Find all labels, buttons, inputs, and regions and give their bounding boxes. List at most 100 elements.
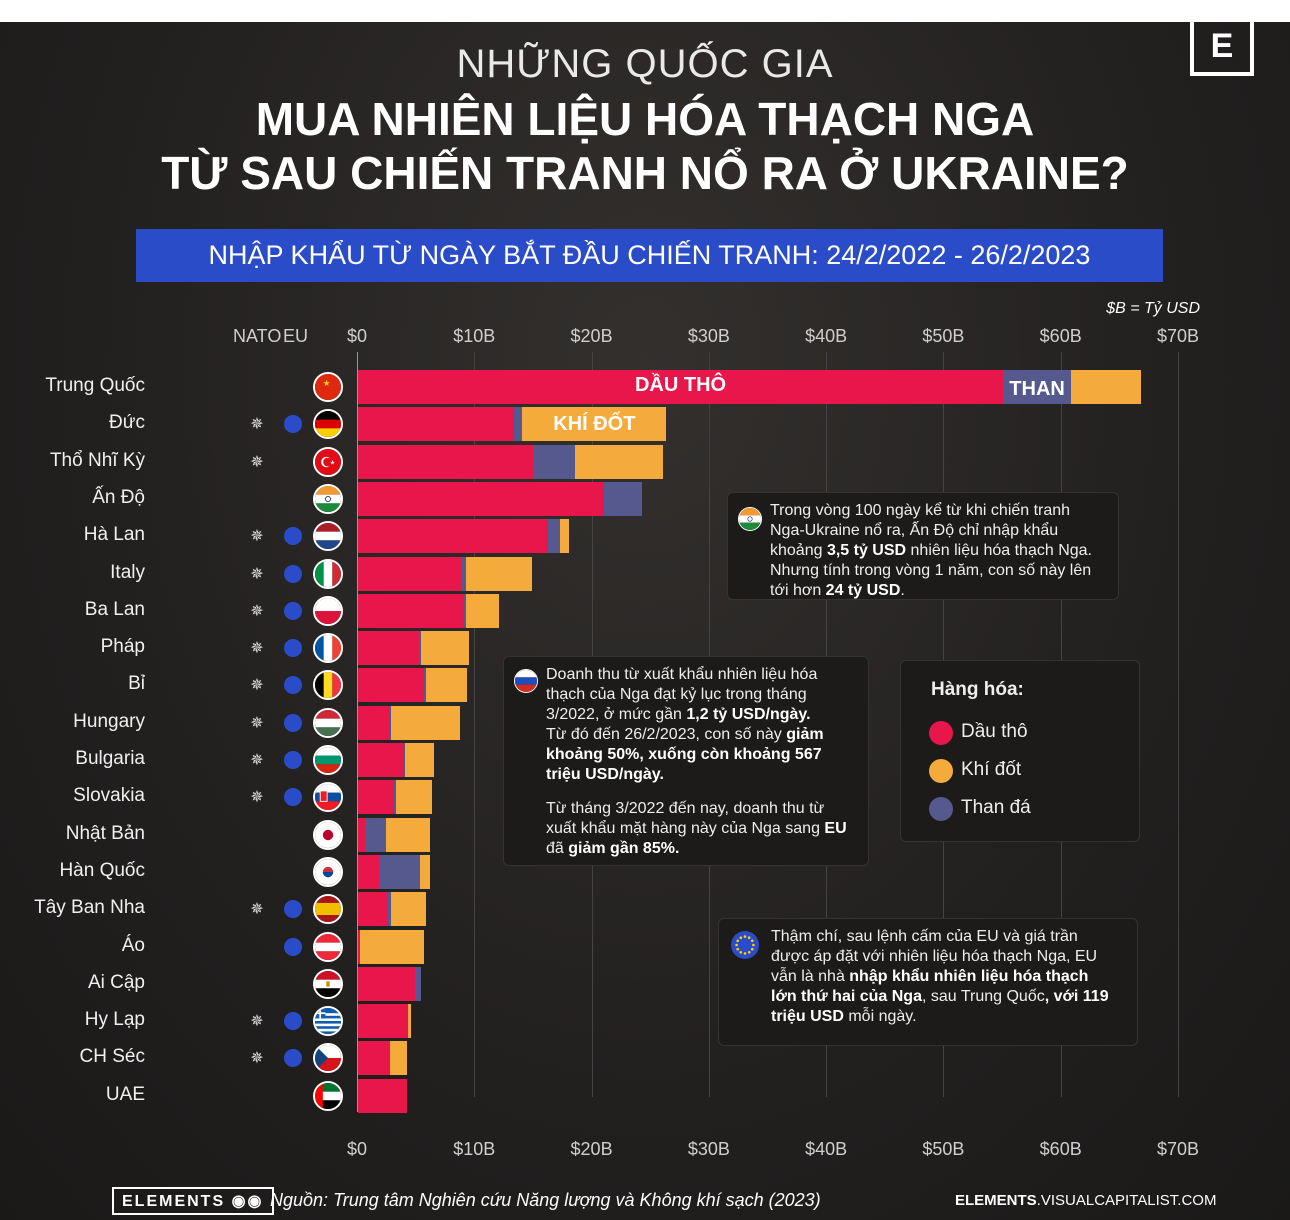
oil-bar (358, 519, 548, 554)
oil-bar (358, 593, 464, 628)
x-tick-label: $10B (453, 1139, 496, 1159)
country-label: Bỉ (128, 673, 145, 695)
note-text: triệu USD/ngày. (546, 766, 664, 783)
x-tick-label: $60B (1039, 326, 1082, 346)
fr-flag-icon (313, 633, 343, 664)
oil-bar (358, 407, 514, 442)
country-label: Tây Ban Nha (34, 897, 145, 919)
oil-inline-label: DẦU THÔ (634, 374, 727, 396)
oil-bar (358, 444, 533, 479)
eu-column-header: EU (283, 326, 309, 346)
oil-bar (358, 631, 419, 666)
be-flag-icon (313, 670, 343, 701)
jp-flag-icon (313, 819, 343, 850)
oil-bar (358, 705, 390, 740)
x-tick-label: $30B (687, 326, 730, 346)
eu-icon (284, 601, 302, 620)
country-label: Áo (121, 934, 145, 956)
oil-bar (358, 854, 380, 889)
x-tick-label: $20B (570, 1139, 613, 1159)
x-tick-label: $30B (687, 1139, 730, 1159)
gridline (474, 352, 476, 1097)
note-text: khoảng 50%, xuống còn khoảng 567 (546, 746, 822, 763)
country-label: Pháp (100, 636, 145, 658)
x-tick-label: $70B (1156, 326, 1200, 346)
es-flag-icon (313, 894, 343, 925)
gas-bar (408, 1004, 411, 1039)
country-label: Hàn Quốc (59, 859, 145, 881)
sk-flag-icon (313, 782, 343, 813)
eg-flag-icon (313, 968, 343, 999)
gas-bar (574, 444, 663, 479)
country-label: Đức (109, 412, 145, 434)
nato-column-header: NATO (233, 326, 282, 346)
gas-bar (559, 519, 570, 554)
coal-bar (365, 817, 387, 852)
nato-icon: ✵ (250, 602, 264, 620)
note-text: được áp đặt với nhiên liệu hóa thạch Nga… (771, 948, 1098, 965)
country-label: UAE (105, 1083, 145, 1105)
note-text: thạch của Nga đạt kỷ lục trong tháng (546, 686, 807, 703)
country-label: Italy (110, 561, 145, 583)
note-text: Từ tháng 3/2022 đến nay, doanh thu từ (546, 800, 825, 817)
note-text: đã giảm gần 85%. (546, 840, 680, 857)
oil-bar (358, 966, 416, 1001)
nato-icon: ✵ (250, 640, 264, 658)
oil-bar (358, 668, 424, 703)
de-flag-icon (313, 409, 343, 440)
russia-flag-icon (514, 669, 538, 693)
footer-source: Nguồn: Trung tâm Nghiên cứu Năng lượng v… (270, 1190, 821, 1210)
country-label: Ai Cập (87, 971, 145, 993)
gas-bar (395, 780, 432, 815)
kr-flag-icon (313, 856, 343, 887)
coal-bar (388, 892, 391, 927)
gas-bar (390, 705, 461, 740)
eu-note: Thậm chí, sau lệnh cấm của EU và giá trầ… (718, 918, 1138, 1046)
title-line-2: MUA NHIÊN LIỆU HÓA THẠCH NGA (255, 93, 1035, 145)
oil-bar (358, 1004, 409, 1039)
gas-inline-label: KHÍ ĐỐT (553, 413, 636, 436)
eu-icon (284, 788, 302, 807)
eu-icon (284, 527, 302, 546)
note-text: triệu USD mỗi ngày. (771, 1008, 917, 1025)
gas-bar (522, 407, 667, 442)
gas-bar (421, 631, 470, 666)
nato-icon: ✵ (250, 752, 264, 769)
note-text: Nga-Ukraine nổ ra, Ấn Độ chỉ nhập khẩu (770, 522, 1059, 539)
eu-icon (284, 751, 302, 769)
unit-note: $B = Tỷ USD (1106, 300, 1200, 317)
eu-icon (284, 676, 302, 695)
gas-bar (426, 668, 468, 703)
oil-bar (358, 780, 395, 815)
coal-bar (379, 854, 421, 889)
x-tick-label: $40B (805, 1139, 848, 1159)
gas-bar (386, 817, 430, 852)
legend-title: Hàng hóa: (931, 679, 1024, 700)
nato-icon: ✵ (250, 1013, 264, 1031)
gridline (1178, 352, 1179, 1097)
coal-bar (418, 631, 422, 666)
gas-legend-dot (929, 759, 953, 783)
nato-icon: ✵ (250, 453, 264, 471)
coal-bar (403, 743, 405, 777)
note-text: 3/2022, ở mức gần 1,2 tỷ USD/ngày. (546, 706, 811, 723)
svg-text:★: ★ (323, 378, 331, 388)
x-tick-label: $0 (346, 326, 368, 346)
note-text: tới hơn 24 tỷ USD. (770, 582, 905, 599)
country-label: Nhật Bản (65, 822, 145, 844)
oil-bar (358, 817, 366, 852)
eu-icon (284, 900, 302, 919)
country-label: Thổ Nhĩ Kỳ (49, 449, 145, 471)
eu-icon (284, 639, 302, 658)
in-flag-icon (313, 483, 343, 514)
russia-note: Doanh thu từ xuất khẩu nhiên liệu hóa th… (503, 656, 869, 866)
hu-flag-icon (313, 707, 343, 738)
gas-bar (389, 1041, 408, 1076)
india-note: Trong vòng 100 ngày kể từ khi chiến tran… (727, 492, 1119, 600)
top-strip (0, 0, 1290, 22)
gas-bar (1071, 370, 1142, 404)
legend: Hàng hóa: Dầu thô Khí đốt Than đá (900, 660, 1140, 842)
note-text: Nhưng tính trong vòng 1 năm, con số này … (770, 562, 1092, 579)
coal-bar (423, 668, 427, 703)
